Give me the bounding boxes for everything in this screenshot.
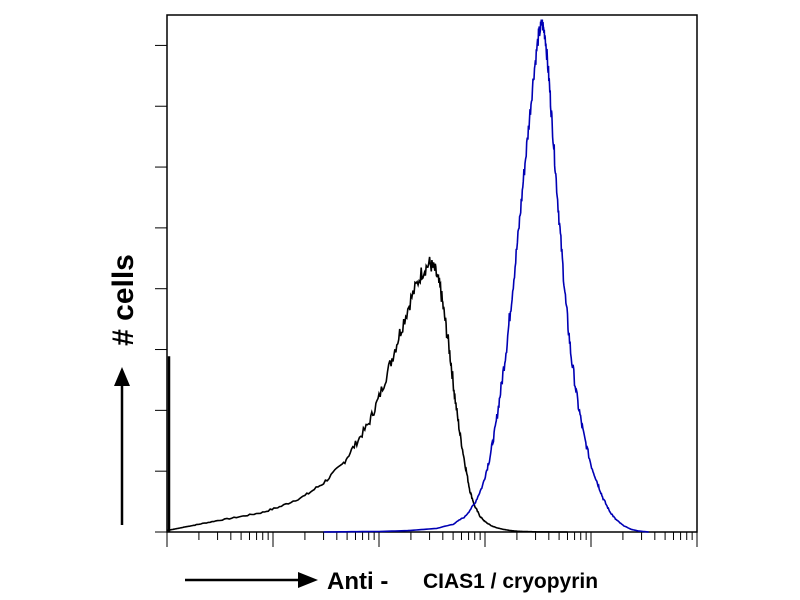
y-axis-arrow-head — [114, 367, 130, 386]
series-line-1 — [166, 256, 568, 533]
x-axis-label-sub: CIAS1 / cryopyrin — [423, 570, 598, 593]
x-axis-arrow-head — [298, 572, 318, 588]
x-axis-label-group: Anti - CIAS1 / cryopyrin — [185, 568, 598, 595]
y-axis-ticks — [155, 44, 167, 533]
x-axis-label-main: Anti - — [327, 568, 388, 595]
y-axis-label: # cells — [107, 254, 140, 346]
plot-frame — [166, 14, 698, 533]
y-axis-label-group: # cells — [107, 254, 140, 525]
series-line-2 — [323, 19, 649, 533]
x-axis-ticks — [166, 532, 698, 547]
series-layer — [166, 19, 649, 533]
